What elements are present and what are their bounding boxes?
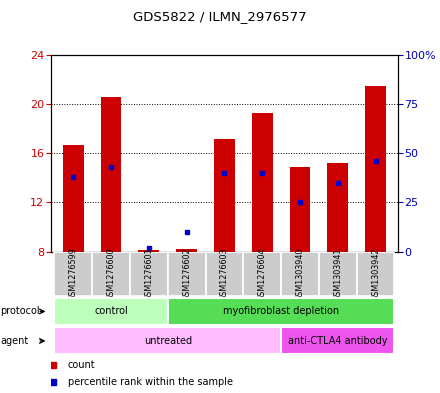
Bar — [252, 113, 272, 252]
Text: percentile rank within the sample: percentile rank within the sample — [68, 377, 233, 387]
FancyBboxPatch shape — [55, 298, 168, 325]
Bar — [63, 145, 84, 252]
Text: GSM1303941: GSM1303941 — [333, 248, 342, 301]
Text: agent: agent — [0, 336, 29, 346]
Text: GSM1303942: GSM1303942 — [371, 247, 380, 301]
Bar — [214, 138, 235, 252]
Text: untreated: untreated — [144, 336, 192, 346]
Bar — [139, 250, 159, 252]
Text: count: count — [68, 360, 95, 370]
Text: GSM1276599: GSM1276599 — [69, 247, 78, 301]
Text: GSM1276602: GSM1276602 — [182, 247, 191, 301]
Text: GDS5822 / ILMN_2976577: GDS5822 / ILMN_2976577 — [133, 10, 307, 23]
Bar — [176, 249, 197, 252]
Bar — [365, 86, 386, 252]
FancyBboxPatch shape — [357, 252, 394, 296]
Text: protocol: protocol — [0, 307, 40, 316]
FancyBboxPatch shape — [168, 252, 205, 296]
Bar — [101, 97, 121, 252]
Text: GSM1276601: GSM1276601 — [144, 247, 153, 301]
Text: GSM1303940: GSM1303940 — [296, 248, 304, 301]
FancyBboxPatch shape — [92, 252, 130, 296]
FancyBboxPatch shape — [55, 327, 281, 354]
Bar — [290, 167, 310, 252]
Text: anti-CTLA4 antibody: anti-CTLA4 antibody — [288, 336, 388, 346]
FancyBboxPatch shape — [55, 252, 92, 296]
Bar — [327, 163, 348, 252]
FancyBboxPatch shape — [130, 252, 168, 296]
FancyBboxPatch shape — [281, 252, 319, 296]
Text: GSM1276603: GSM1276603 — [220, 247, 229, 301]
Text: myofibroblast depletion: myofibroblast depletion — [223, 307, 339, 316]
FancyBboxPatch shape — [168, 298, 394, 325]
Text: GSM1276600: GSM1276600 — [106, 247, 116, 301]
Text: GSM1276604: GSM1276604 — [258, 247, 267, 301]
FancyBboxPatch shape — [319, 252, 357, 296]
FancyBboxPatch shape — [281, 327, 394, 354]
FancyBboxPatch shape — [205, 252, 243, 296]
FancyBboxPatch shape — [243, 252, 281, 296]
Text: control: control — [94, 307, 128, 316]
